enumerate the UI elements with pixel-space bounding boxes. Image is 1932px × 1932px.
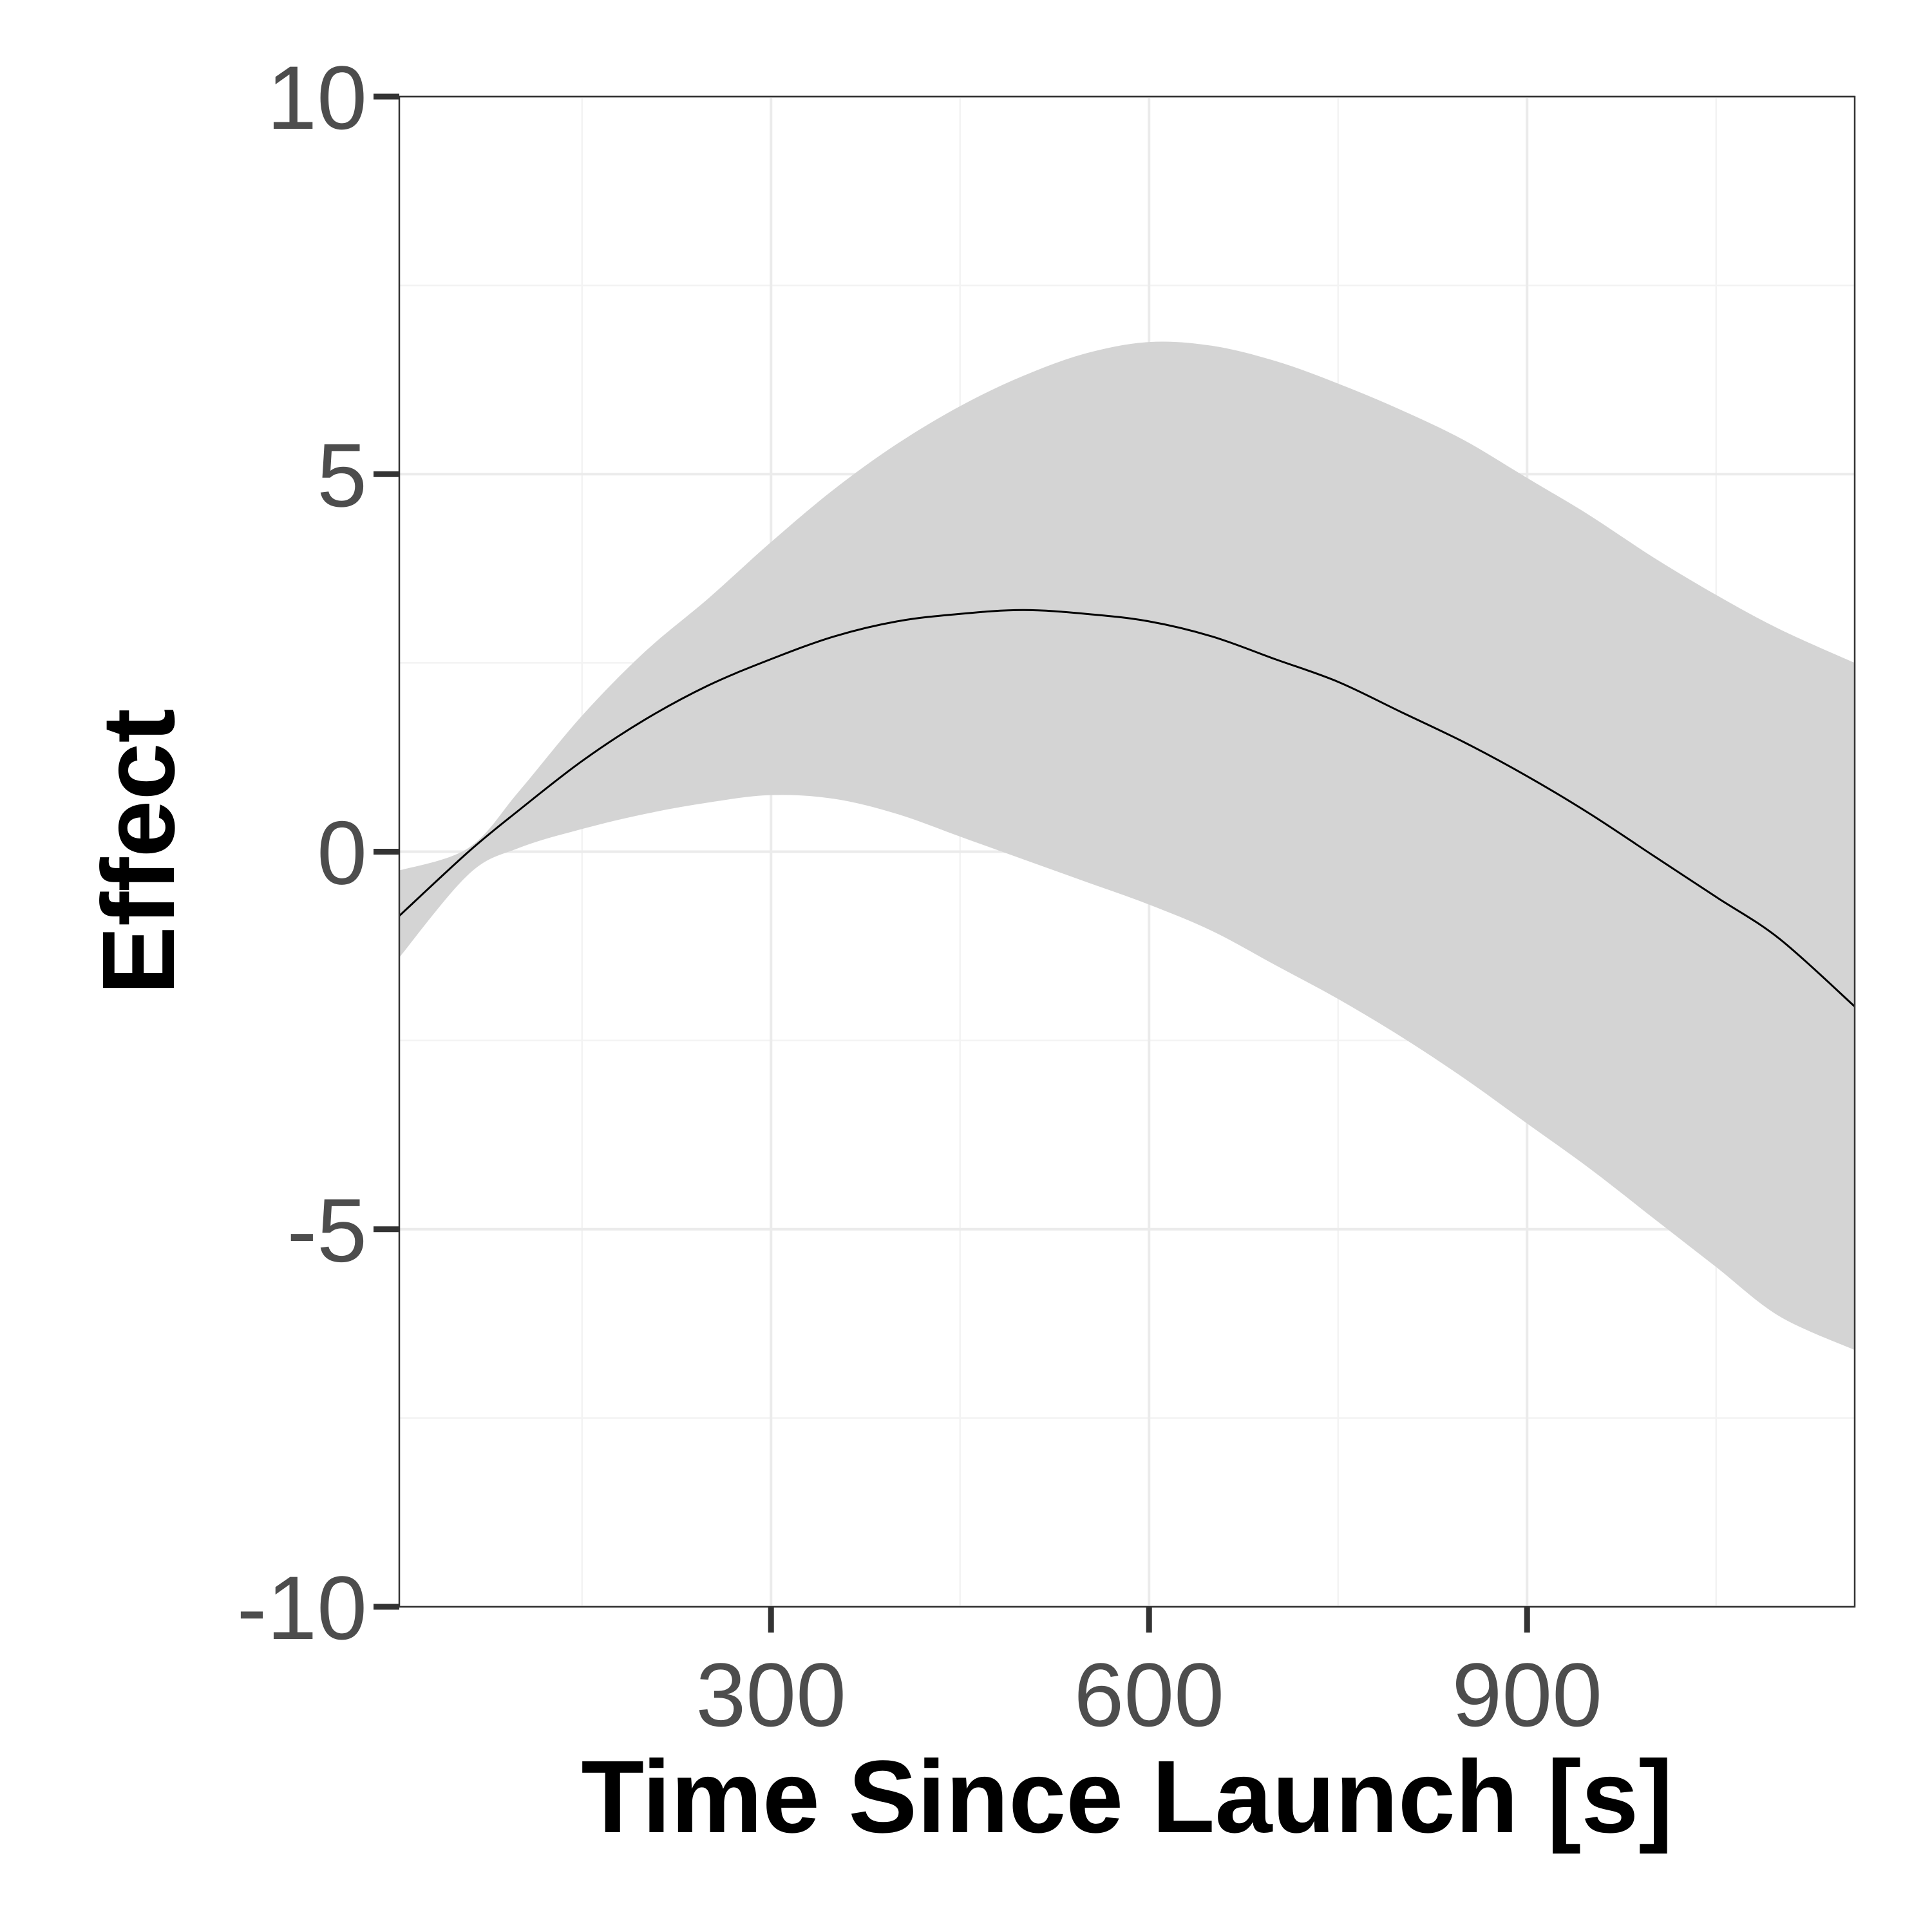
x-axis-ticks: 300 600 900 (696, 1607, 1602, 1745)
x-axis-title: Time Since Launch [s] (581, 1739, 1672, 1854)
x-tick-label: 300 (696, 1644, 846, 1745)
x-tick-label: 600 (1074, 1644, 1224, 1745)
y-axis-title: Effect (80, 708, 196, 995)
x-tick-label: 900 (1452, 1644, 1602, 1745)
y-axis-ticks: -10 -5 0 5 10 (237, 47, 399, 1658)
y-tick-label: 10 (267, 47, 367, 148)
y-tick-label: 0 (317, 802, 367, 904)
y-tick-label: 5 (317, 424, 367, 526)
y-tick-label: -10 (237, 1557, 367, 1658)
effect-line (398, 609, 1856, 1008)
confidence-band (399, 341, 1855, 1350)
y-tick-label: -5 (287, 1180, 367, 1281)
